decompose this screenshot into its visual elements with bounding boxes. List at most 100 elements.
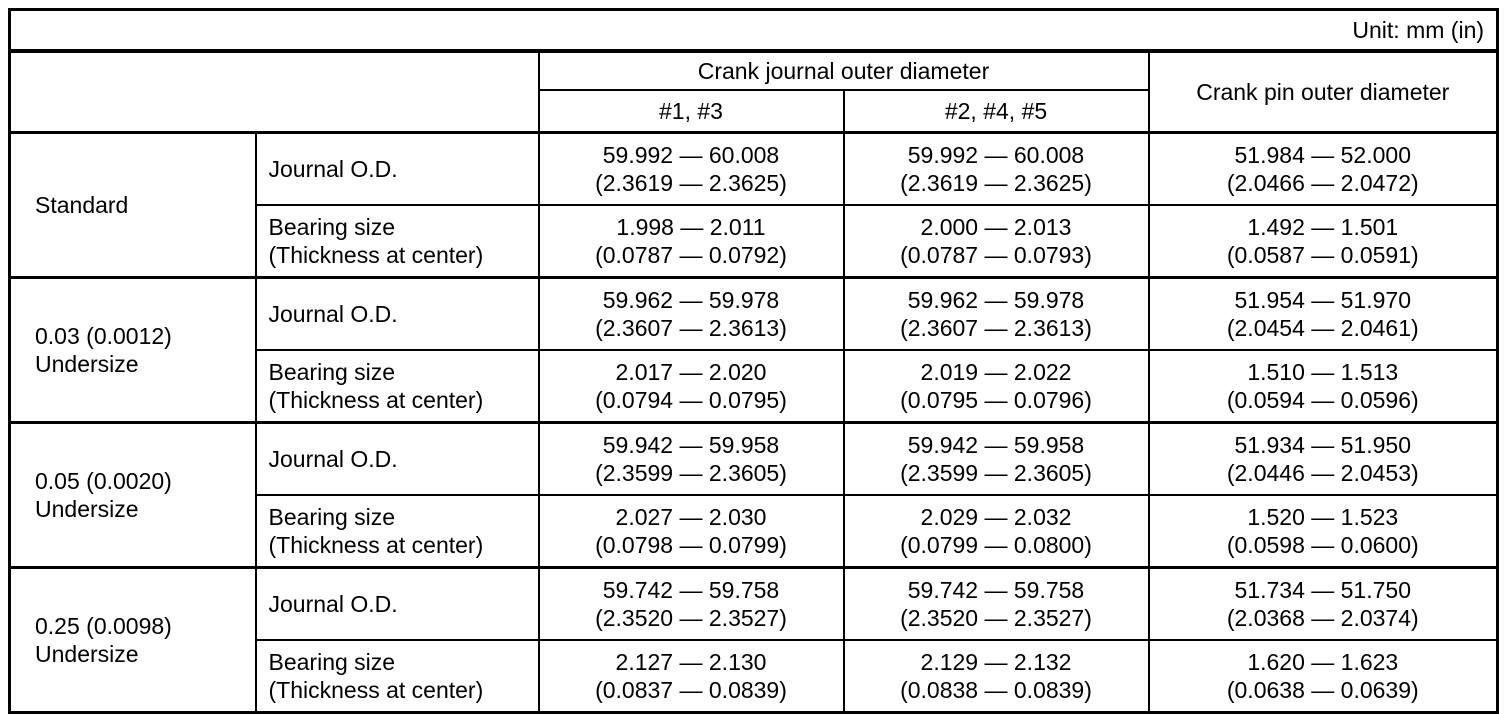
row-header-journal-od: Journal O.D. [254, 566, 540, 641]
group-label-line2: Undersize [35, 351, 139, 377]
header-row-1: Crank journal outer diameter Crank pin o… [8, 50, 1499, 134]
table-row: Bearing size (Thickness at center) 2.027… [10, 494, 1499, 569]
spec-value-cell: 1.492 — 1.501 (0.0587 — 0.0591) [1147, 204, 1499, 279]
value-in: (2.3520 — 2.3527) [900, 605, 1092, 631]
value-in: (2.3599 — 2.3605) [900, 460, 1092, 486]
table-row: 0.05 (0.0020) Undersize Journal O.D. 59.… [8, 421, 1499, 569]
value-mm: 59.962 — 59.978 [907, 287, 1085, 313]
spec-value-cell: 1.998 — 2.011 (0.0787 — 0.0792) [537, 204, 845, 279]
group-label-line2: Undersize [35, 641, 139, 667]
row-header-bearing-size: Bearing size (Thickness at center) [254, 204, 540, 279]
row-header-standard: Standard [8, 131, 257, 279]
spec-value-cell: 2.019 — 2.022 (0.0795 — 0.0796) [842, 349, 1150, 424]
value-in: (0.0798 — 0.0799) [595, 532, 787, 558]
unit-label: Unit: mm (in) [9, 9, 1498, 53]
spec-value-cell: 59.942 — 59.958 (2.3599 — 2.3605) [537, 421, 845, 496]
value-in: (2.3607 — 2.3613) [900, 315, 1092, 341]
spec-value-cell: 59.942 — 59.958 (2.3599 — 2.3605) [842, 421, 1150, 496]
value-in: (2.3607 — 2.3613) [595, 315, 787, 341]
value-mm: 59.742 — 59.758 [602, 577, 780, 603]
row-header-bearing-size: Bearing size (Thickness at center) [254, 494, 540, 569]
value-mm: 1.492 — 1.501 [1247, 214, 1399, 240]
value-in: (0.0795 — 0.0796) [900, 387, 1092, 413]
value-mm: 59.942 — 59.958 [602, 432, 780, 458]
value-in: (0.0838 — 0.0839) [900, 677, 1092, 703]
value-mm: 59.942 — 59.958 [907, 432, 1085, 458]
row-header-undersize-005: 0.05 (0.0020) Undersize [8, 421, 257, 569]
table-row: Bearing size (Thickness at center) 2.017… [10, 349, 1499, 424]
spec-value-cell: 59.962 — 59.978 (2.3607 — 2.3613) [842, 276, 1150, 351]
value-in: (0.0638 — 0.0639) [1226, 677, 1419, 703]
value-in: (2.0454 — 2.0461) [1226, 315, 1419, 341]
value-in: (0.0594 — 0.0596) [1226, 387, 1419, 413]
value-mm: 59.992 — 60.008 [602, 142, 780, 168]
value-mm: 2.127 — 2.130 [615, 649, 767, 675]
value-in: (0.0787 — 0.0792) [595, 242, 787, 268]
col-header-journal-1-3: #1, #3 [537, 89, 845, 134]
group-label-line2: Undersize [35, 496, 139, 522]
spec-value-cell: 51.934 — 51.950 (2.0446 — 2.0453) [1147, 421, 1499, 496]
header-row-2: #1, #3 #2, #4, #5 [10, 89, 1498, 134]
group-label-line1: Standard [35, 192, 129, 218]
spec-value-cell: 2.000 — 2.013 (0.0787 — 0.0793) [842, 204, 1150, 279]
value-mm: 59.962 — 59.978 [602, 287, 780, 313]
spec-value-cell: 51.954 — 51.970 (2.0454 — 2.0461) [1147, 276, 1499, 351]
value-mm: 1.510 — 1.513 [1247, 359, 1399, 385]
spec-value-cell: 2.129 — 2.132 (0.0838 — 0.0839) [842, 639, 1150, 714]
value-mm: 2.129 — 2.132 [920, 649, 1072, 675]
value-mm: 2.017 — 2.020 [615, 359, 767, 385]
value-mm: 51.934 — 51.950 [1234, 432, 1411, 458]
spec-value-cell: 2.017 — 2.020 (0.0794 — 0.0795) [537, 349, 845, 424]
spec-value-cell: 51.984 — 52.000 (2.0466 — 2.0472) [1147, 131, 1499, 206]
value-in: (0.0587 — 0.0591) [1226, 242, 1419, 268]
value-mm: 1.620 — 1.623 [1247, 649, 1399, 675]
value-in: (0.0598 — 0.0600) [1226, 532, 1419, 558]
row-header-bearing-size: Bearing size (Thickness at center) [254, 349, 540, 424]
value-in: (2.3520 — 2.3527) [595, 605, 787, 631]
value-in: (0.0837 — 0.0839) [595, 677, 787, 703]
spec-value-cell: 59.742 — 59.758 (2.3520 — 2.3527) [537, 566, 845, 641]
value-mm: 2.019 — 2.022 [920, 359, 1072, 385]
value-mm: 1.520 — 1.523 [1247, 504, 1399, 530]
spec-value-cell: 2.127 — 2.130 (0.0837 — 0.0839) [537, 639, 845, 714]
row-header-journal-od: Journal O.D. [254, 276, 540, 351]
spec-value-cell: 59.992 — 60.008 (2.3619 — 2.3625) [842, 131, 1150, 206]
value-mm: 2.029 — 2.032 [920, 504, 1072, 530]
spec-value-cell: 2.027 — 2.030 (0.0798 — 0.0799) [537, 494, 845, 569]
value-mm: 51.954 — 51.970 [1234, 287, 1411, 313]
value-mm: 2.000 — 2.013 [920, 214, 1072, 240]
row-header-journal-od: Journal O.D. [254, 421, 540, 496]
value-in: (2.3619 — 2.3625) [900, 170, 1092, 196]
value-in: (2.0446 — 2.0453) [1226, 460, 1419, 486]
value-mm: 51.984 — 52.000 [1234, 142, 1411, 168]
unit-row: Unit: mm (in) [9, 9, 1498, 53]
group-label-line1: 0.05 (0.0020) [35, 468, 172, 494]
spec-value-cell: 59.742 — 59.758 (2.3520 — 2.3527) [842, 566, 1150, 641]
spec-value-cell: 2.029 — 2.032 (0.0799 — 0.0800) [842, 494, 1150, 569]
value-in: (2.0466 — 2.0472) [1226, 170, 1419, 196]
value-in: (0.0799 — 0.0800) [900, 532, 1092, 558]
col-header-crank-journal: Crank journal outer diameter [537, 50, 1150, 91]
table-row: 0.03 (0.0012) Undersize Journal O.D. 59.… [8, 276, 1499, 424]
table-row: Standard Journal O.D. 59.992 — 60.008 (2… [8, 131, 1499, 279]
spec-value-cell: 59.962 — 59.978 (2.3607 — 2.3613) [537, 276, 845, 351]
value-in: (2.3599 — 2.3605) [595, 460, 787, 486]
col-header-journal-2-4-5: #2, #4, #5 [842, 89, 1150, 134]
spec-value-cell: 1.510 — 1.513 (0.0594 — 0.0596) [1147, 349, 1499, 424]
value-mm: 51.734 — 51.750 [1234, 577, 1411, 603]
value-mm: 59.742 — 59.758 [907, 577, 1085, 603]
table-row: Bearing size (Thickness at center) 1.998… [10, 204, 1499, 279]
blank-header-cell [8, 50, 540, 134]
value-mm: 1.998 — 2.011 [616, 214, 766, 240]
value-in: (2.3619 — 2.3625) [595, 170, 787, 196]
value-in: (2.0368 — 2.0374) [1226, 605, 1419, 631]
spec-value-cell: 1.520 — 1.523 (0.0598 — 0.0600) [1147, 494, 1499, 569]
row-header-bearing-size: Bearing size (Thickness at center) [254, 639, 540, 714]
spec-value-cell: 51.734 — 51.750 (2.0368 — 2.0374) [1147, 566, 1499, 641]
value-in: (0.0787 — 0.0793) [900, 242, 1092, 268]
spec-value-cell: 59.992 — 60.008 (2.3619 — 2.3625) [537, 131, 845, 206]
table-row: 0.25 (0.0098) Undersize Journal O.D. 59.… [8, 566, 1499, 714]
value-mm: 2.027 — 2.030 [615, 504, 767, 530]
value-in: (0.0794 — 0.0795) [595, 387, 787, 413]
row-header-journal-od: Journal O.D. [254, 131, 540, 206]
